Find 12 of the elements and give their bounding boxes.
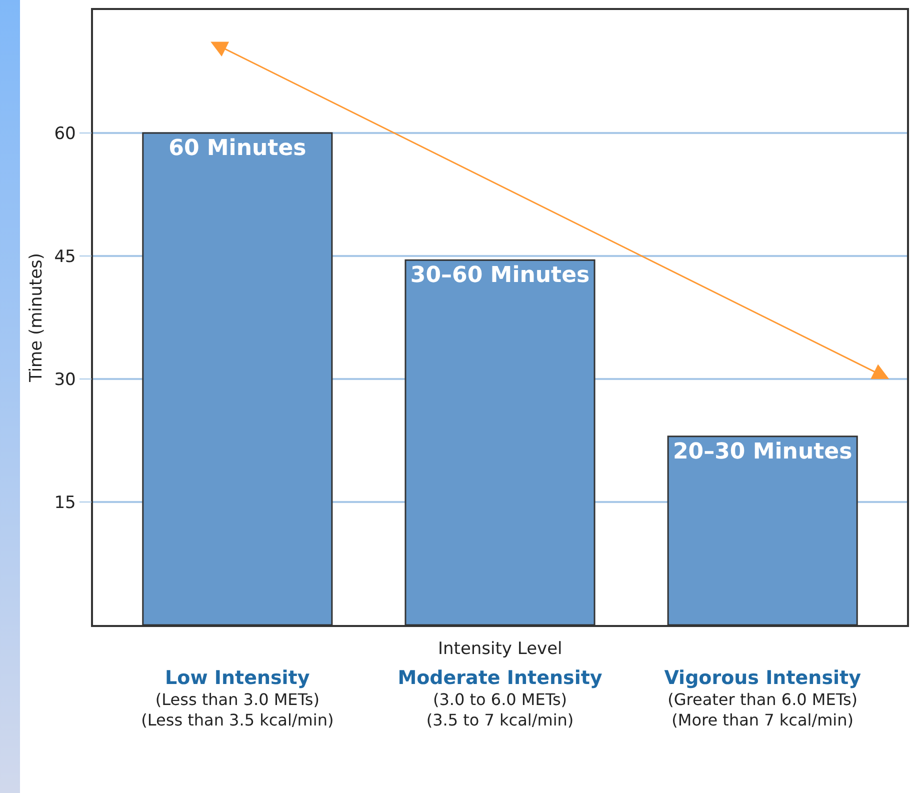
data-label: 30–60 Minutes xyxy=(410,263,590,288)
x-tick-label: Low Intensity (Less than 3.0 METs) (Less than 3.5 kcal/min) xyxy=(141,666,334,730)
x-tick-label: Moderate Intensity (3.0 to 6.0 METs) (3.5 to 7 kcal/min) xyxy=(398,666,603,730)
y-tick-label: 30 xyxy=(54,370,76,390)
x-tick-label: Vigorous Intensity (Greater than 6.0 METs) (More than 7 kcal/min) xyxy=(664,666,862,730)
y-tick-label: 15 xyxy=(54,492,76,513)
data-label: 20–30 Minutes xyxy=(672,439,852,464)
y-tick-label: 45 xyxy=(54,246,76,267)
y-axis-title: Time (minutes) xyxy=(26,252,46,384)
x-axis-title: Intensity Level xyxy=(438,639,562,659)
data-label: 60 Minutes xyxy=(168,136,306,161)
y-tick-label: 60 xyxy=(54,124,76,144)
